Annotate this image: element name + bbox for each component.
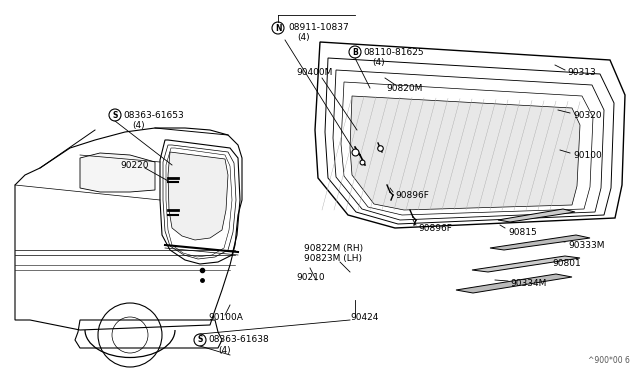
Text: 90400M: 90400M — [296, 67, 332, 77]
Text: 90896F: 90896F — [418, 224, 452, 232]
Polygon shape — [490, 235, 590, 250]
Text: S: S — [197, 336, 203, 344]
Text: B: B — [352, 48, 358, 57]
Text: (4): (4) — [132, 121, 145, 129]
Polygon shape — [80, 153, 155, 192]
Text: 90820M: 90820M — [386, 83, 422, 93]
Text: 90333M: 90333M — [568, 241, 605, 250]
Text: 90100: 90100 — [573, 151, 602, 160]
Text: 08363-61638: 08363-61638 — [208, 336, 269, 344]
Text: 90823M (LH): 90823M (LH) — [304, 253, 362, 263]
Text: 90210: 90210 — [296, 273, 324, 282]
Text: S: S — [112, 110, 118, 119]
Text: 90822M (RH): 90822M (RH) — [304, 244, 363, 253]
Polygon shape — [350, 96, 580, 210]
Text: 08911-10837: 08911-10837 — [288, 22, 349, 32]
Polygon shape — [456, 274, 572, 293]
Text: N: N — [275, 23, 281, 32]
Text: (4): (4) — [372, 58, 385, 67]
Polygon shape — [498, 209, 575, 222]
Text: 90896F: 90896F — [395, 190, 429, 199]
Text: 90334M: 90334M — [510, 279, 547, 289]
Text: 08363-61653: 08363-61653 — [123, 110, 184, 119]
Text: 90220: 90220 — [120, 160, 148, 170]
Text: (4): (4) — [218, 346, 230, 355]
Text: (4): (4) — [297, 32, 310, 42]
Text: ^900*00 6: ^900*00 6 — [588, 356, 630, 365]
Text: 90424: 90424 — [350, 314, 378, 323]
Text: 90801: 90801 — [552, 260, 580, 269]
Text: 90100A: 90100A — [208, 314, 243, 323]
Polygon shape — [168, 152, 228, 240]
Text: 90313: 90313 — [567, 67, 596, 77]
Polygon shape — [472, 256, 580, 272]
Text: 90320: 90320 — [573, 110, 602, 119]
Text: 90815: 90815 — [508, 228, 537, 237]
Text: 08110-81625: 08110-81625 — [363, 48, 424, 57]
